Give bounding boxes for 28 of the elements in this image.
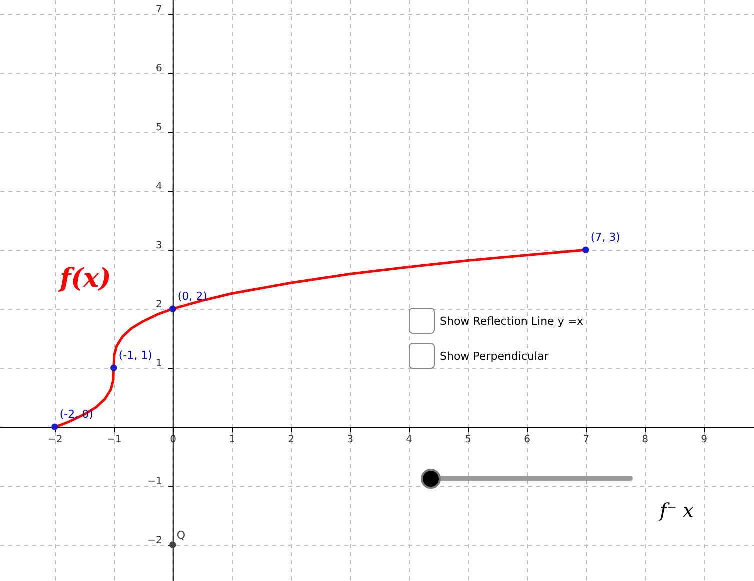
y-tick-label: 6 — [156, 64, 162, 75]
y-tick-label: 3 — [156, 240, 162, 252]
y-tick-label: −1 — [148, 476, 162, 488]
x-tick-label: 2 — [288, 434, 295, 446]
series-label: Q — [176, 529, 186, 542]
annotation: Show Perpendicular — [440, 350, 549, 362]
annotation: (0, 2) — [178, 290, 208, 304]
x-tick-label: 9 — [701, 434, 708, 446]
x-tick-label: 4 — [406, 434, 413, 446]
annotation: f⁻ x — [660, 500, 694, 522]
annotation: (7, 3) — [590, 231, 620, 244]
annotation: Show Reflection Line y =x — [440, 314, 584, 328]
y-tick-label: 2 — [156, 300, 162, 311]
x-tick-label: −1 — [106, 434, 122, 446]
x-tick-label: −2 — [48, 434, 63, 446]
y-tick-label: 5 — [156, 122, 162, 134]
series-label: f(x) — [60, 264, 112, 294]
x-tick-label: 8 — [642, 434, 649, 446]
y-tick-label: −2 — [148, 536, 162, 547]
x-tick-label: 5 — [465, 434, 472, 446]
x-tick-label: 6 — [524, 434, 531, 446]
y-tick-label: 7 — [156, 4, 162, 16]
x-tick-label: 1 — [229, 434, 236, 446]
x-tick-label: 7 — [583, 434, 590, 446]
x-tick-label: 3 — [347, 434, 354, 446]
annotation: (-1, 1) — [118, 349, 152, 362]
y-tick-label: 1 — [156, 358, 162, 370]
y-tick-label: 4 — [156, 182, 162, 193]
